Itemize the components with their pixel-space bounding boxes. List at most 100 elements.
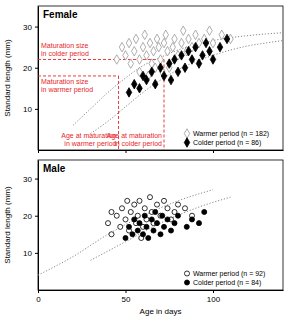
y-tick-mark (35, 27, 38, 28)
point (196, 59, 201, 68)
point (123, 217, 128, 222)
x-tick: 0 (36, 290, 41, 304)
point (137, 84, 142, 93)
x-axis-line (39, 150, 284, 151)
point (160, 213, 165, 218)
point (144, 224, 149, 229)
point (137, 221, 142, 226)
y-axis-line (38, 7, 39, 151)
point (168, 228, 173, 233)
point (182, 63, 187, 72)
legend-symbol (184, 138, 189, 147)
point (165, 47, 170, 56)
legend-label: Warmer period (n = 92) (193, 270, 265, 278)
x-tick-label: 50 (122, 295, 131, 304)
point (210, 55, 215, 64)
point (219, 30, 224, 39)
point (126, 224, 131, 229)
point (165, 217, 170, 222)
point (179, 38, 184, 47)
x-tick (213, 150, 214, 153)
point (161, 71, 166, 80)
point (142, 213, 147, 218)
point (203, 38, 208, 47)
point (137, 55, 142, 64)
point (109, 232, 114, 237)
x-tick (126, 150, 127, 153)
point (105, 221, 110, 226)
point (133, 34, 138, 43)
point (119, 206, 124, 211)
point (132, 79, 137, 88)
growth-curve (38, 190, 213, 275)
point (181, 26, 186, 35)
point (125, 198, 130, 203)
maturation-size-label: Maturation sizein colder period (41, 42, 89, 58)
point (153, 209, 158, 214)
x-axis-line (39, 290, 284, 291)
point (202, 209, 207, 214)
point (193, 42, 198, 51)
point (147, 38, 152, 47)
point (224, 34, 229, 43)
point (189, 217, 194, 222)
point (207, 47, 212, 56)
legend-label: Colder period (n = 84) (193, 279, 261, 287)
point (172, 221, 177, 226)
y-tick-label: 20 (23, 212, 32, 221)
point (126, 88, 131, 97)
y-axis-title: Standard length (mm) (3, 39, 12, 117)
point (132, 217, 137, 222)
y-axis-line (38, 161, 39, 291)
legend-symbol (184, 271, 189, 276)
point (175, 202, 180, 207)
y-tick-mark (35, 253, 38, 254)
x-axis (39, 150, 284, 153)
point (142, 30, 147, 39)
point (140, 232, 145, 237)
point (114, 55, 119, 64)
y-tick-mark (35, 179, 38, 180)
y-axis-title: Standard length (mm) (3, 186, 12, 264)
point (109, 209, 114, 214)
point (144, 51, 149, 60)
legend-symbol (184, 280, 189, 285)
y-tick: 30 (23, 175, 38, 184)
y-tick-label: 20 (23, 64, 32, 73)
point (142, 206, 147, 211)
point (163, 30, 168, 39)
point (175, 67, 180, 76)
y-tick: 10 (23, 249, 38, 258)
point (165, 206, 170, 211)
maturation-age-label: Age at maturationin colder period (107, 132, 162, 148)
point (149, 67, 154, 76)
point (161, 224, 166, 229)
x-tick-mark (213, 150, 214, 153)
point (172, 55, 177, 64)
point (151, 47, 156, 56)
y-tick-label: 30 (23, 23, 32, 32)
point (158, 63, 163, 72)
series-points (114, 26, 233, 81)
point (189, 55, 194, 64)
legend-label: Warmer period (n = 182) (193, 130, 269, 138)
point (137, 198, 142, 203)
y-tick: 20 (23, 64, 38, 73)
growth-curve (91, 41, 284, 134)
point (151, 228, 156, 233)
point (196, 221, 201, 226)
x-axis: 050100 (36, 290, 283, 304)
y-tick: 30 (23, 23, 38, 32)
point (132, 202, 137, 207)
plot-area (38, 190, 231, 275)
point (172, 34, 177, 43)
point (123, 235, 128, 240)
y-tick: 10 (23, 105, 38, 114)
point (207, 26, 212, 35)
legend-label: Colder period (n = 86) (193, 139, 261, 147)
point (161, 198, 166, 203)
point (147, 195, 152, 200)
point (156, 42, 161, 51)
point (210, 38, 215, 47)
panel: 102030FemaleStandard length (mm)Maturati… (3, 6, 284, 153)
